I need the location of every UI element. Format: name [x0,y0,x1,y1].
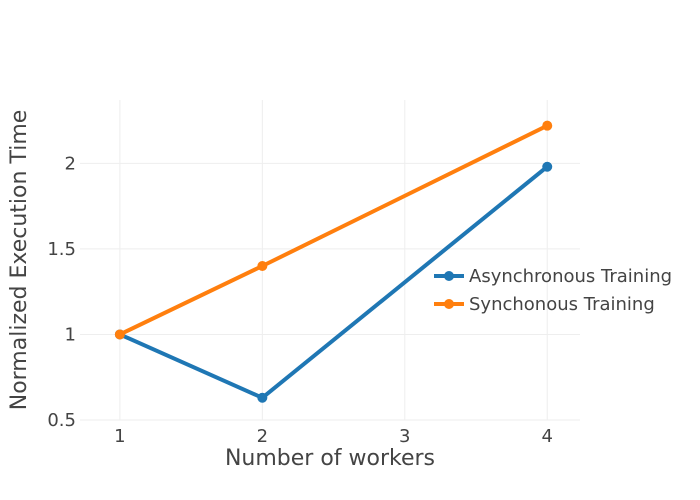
y-tick-label: 1 [65,324,76,345]
y-axis-ticks: 0.5 1 1.5 2 [47,153,76,431]
data-point[interactable] [257,392,268,403]
data-point[interactable] [542,161,553,172]
data-point[interactable] [257,260,268,271]
x-tick-label: 4 [542,426,553,447]
legend-item[interactable]: Synchonous Training [434,294,655,315]
legend-swatch-marker [444,271,454,281]
legend-label: Asynchronous Training [469,266,672,287]
x-tick-label: 1 [114,426,125,447]
legend-item[interactable]: Asynchronous Training [434,266,672,287]
legend-label: Synchonous Training [469,294,655,315]
x-tick-label: 3 [399,426,410,447]
series-layer [114,120,553,403]
series-synchonous [114,120,553,340]
legend[interactable]: Asynchronous Training Synchonous Training [434,266,672,315]
data-point[interactable] [542,120,553,131]
y-axis-title: Normalized Execution Time [7,110,32,411]
grid [80,100,580,421]
x-tick-label: 2 [257,426,268,447]
x-axis-title: Number of workers [225,446,435,471]
y-tick-label: 2 [65,153,76,174]
data-point[interactable] [114,329,125,340]
y-tick-label: 0.5 [47,410,76,431]
x-axis-ticks: 1 2 3 4 [114,426,553,447]
legend-swatch-marker [444,299,454,309]
y-tick-label: 1.5 [47,239,76,260]
